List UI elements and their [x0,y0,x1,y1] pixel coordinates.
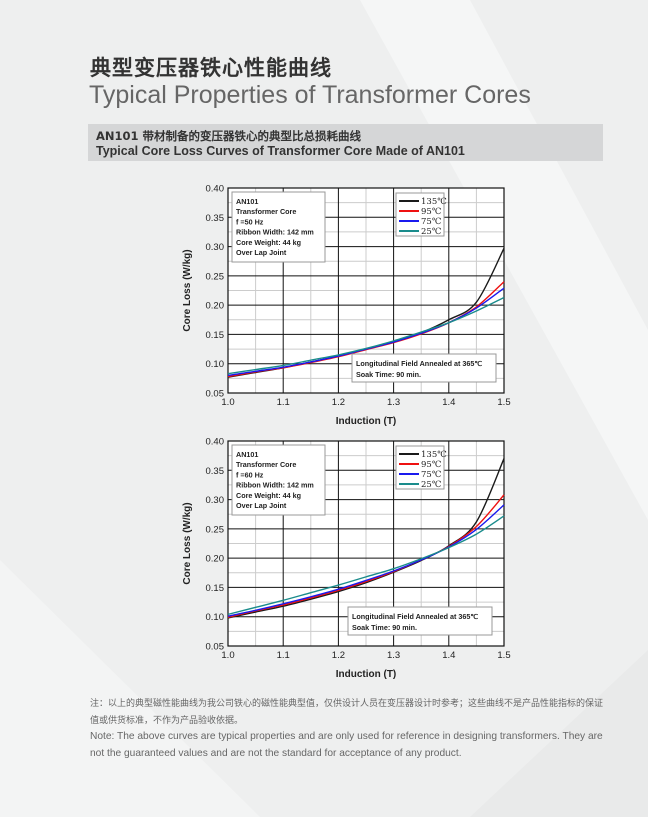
y-tick-label: 0.15 [206,583,225,594]
y-tick-label: 0.15 [206,330,225,341]
y-tick-label: 0.25 [206,524,225,535]
x-tick-label: 1.4 [442,650,455,661]
legend-label: 25℃ [421,480,441,490]
x-tick-label: 1.2 [332,650,345,661]
core-loss-chart-60hz: 1.0 1.1 1.2 1.3 1.4 1.5 0.05 0.10 0.15 0.20 0.25 0.… [182,437,511,681]
info-box-line: Over Lap Joint [236,248,287,257]
y-tick-label: 0.40 [206,184,225,195]
info-box-line: f =50 Hz [236,217,264,226]
legend-label: 25℃ [421,227,441,237]
series-line-95 [227,494,505,618]
info-box-line: Ribbon Width: 142 mm [236,228,314,237]
y-tick-label: 0.20 [206,554,225,565]
y-axis-label: Core Loss (W/kg) [182,249,193,331]
x-tick-label: 1.3 [387,397,400,408]
section-title-zh: AN101 带材制备的变压器铁心的典型比总损耗曲线 [96,129,362,143]
annotation-line: Soak Time: 90 min. [356,370,421,379]
annotation-line: Soak Time: 90 min. [352,623,417,632]
legend-label: 75℃ [421,470,441,480]
y-tick-label: 0.30 [206,495,225,506]
x-tick-label: 1.0 [221,650,234,661]
y-tick-label: 0.40 [206,437,225,448]
legend-label: 135℃ [421,450,447,460]
note-zh: 注：以上的典型磁性能曲线为我公司铁心的磁性能典型值，仅供设计人员在变压器设计时参… [90,699,604,726]
y-tick-label: 0.10 [206,612,225,623]
note-en: Note: The above curves are typical prope… [90,731,603,759]
x-tick-label: 1.5 [497,397,510,408]
y-tick-label: 0.35 [206,213,225,224]
info-box-line: Ribbon Width: 142 mm [236,481,314,490]
page-title-en: Typical Properties of Transformer Cores [89,81,531,109]
y-tick-label: 0.25 [206,271,225,282]
legend-label: 75℃ [421,217,441,227]
x-tick-label: 1.1 [277,397,290,408]
info-box-line: AN101 [236,197,258,206]
x-tick-label: 1.3 [387,650,400,661]
series-line-25 [227,296,505,375]
legend-label: 95℃ [421,207,441,217]
x-tick-label: 1.5 [497,650,510,661]
plot-frame [227,187,505,394]
legend-label: 95℃ [421,460,441,470]
x-axis-label: Induction (T) [336,669,397,680]
core-loss-chart-50hz: 1.0 1.1 1.2 1.3 1.4 1.5 0.05 0.10 0.15 0.20 0.25 0.… [182,184,511,428]
info-box [231,444,326,516]
y-tick-label: 0.05 [206,642,225,653]
annotation-line: Longitudinal Field Annealed at 365℃ [352,612,478,621]
info-box-line: Transformer Core [236,207,296,216]
series-line-75 [227,504,505,617]
x-tick-label: 1.2 [332,397,345,408]
x-tick-label: 1.4 [442,397,455,408]
series-line-25 [227,515,505,616]
info-box-line: Over Lap Joint [236,501,287,510]
x-axis-label: Induction (T) [336,416,397,427]
legend-label: 135℃ [421,197,447,207]
info-box-line: f =60 Hz [236,470,264,479]
annotation-box [347,606,493,636]
info-box-line: Core Weight: 44 kg [236,491,301,500]
info-box-line: Core Weight: 44 kg [236,238,301,247]
info-box-line: Transformer Core [236,460,296,469]
y-tick-label: 0.20 [206,301,225,312]
y-tick-label: 0.30 [206,242,225,253]
annotation-line: Longitudinal Field Annealed at 365℃ [356,359,482,368]
y-axis-label: Core Loss (W/kg) [182,502,193,584]
section-header: AN101 带材制备的变压器铁心的典型比总损耗曲线 Typical Core L… [88,124,603,161]
info-box-line: AN101 [236,450,258,459]
annotation-box [351,353,497,383]
plot-frame [227,440,505,647]
page-title-zh: 典型变压器铁心性能曲线 [90,56,332,80]
section-title-en: Typical Core Loss Curves of Transformer … [96,144,465,158]
y-tick-label: 0.05 [206,389,225,400]
y-tick-label: 0.35 [206,466,225,477]
info-box [231,191,326,263]
x-tick-label: 1.0 [221,397,234,408]
x-tick-label: 1.1 [277,650,290,661]
y-tick-label: 0.10 [206,359,225,370]
